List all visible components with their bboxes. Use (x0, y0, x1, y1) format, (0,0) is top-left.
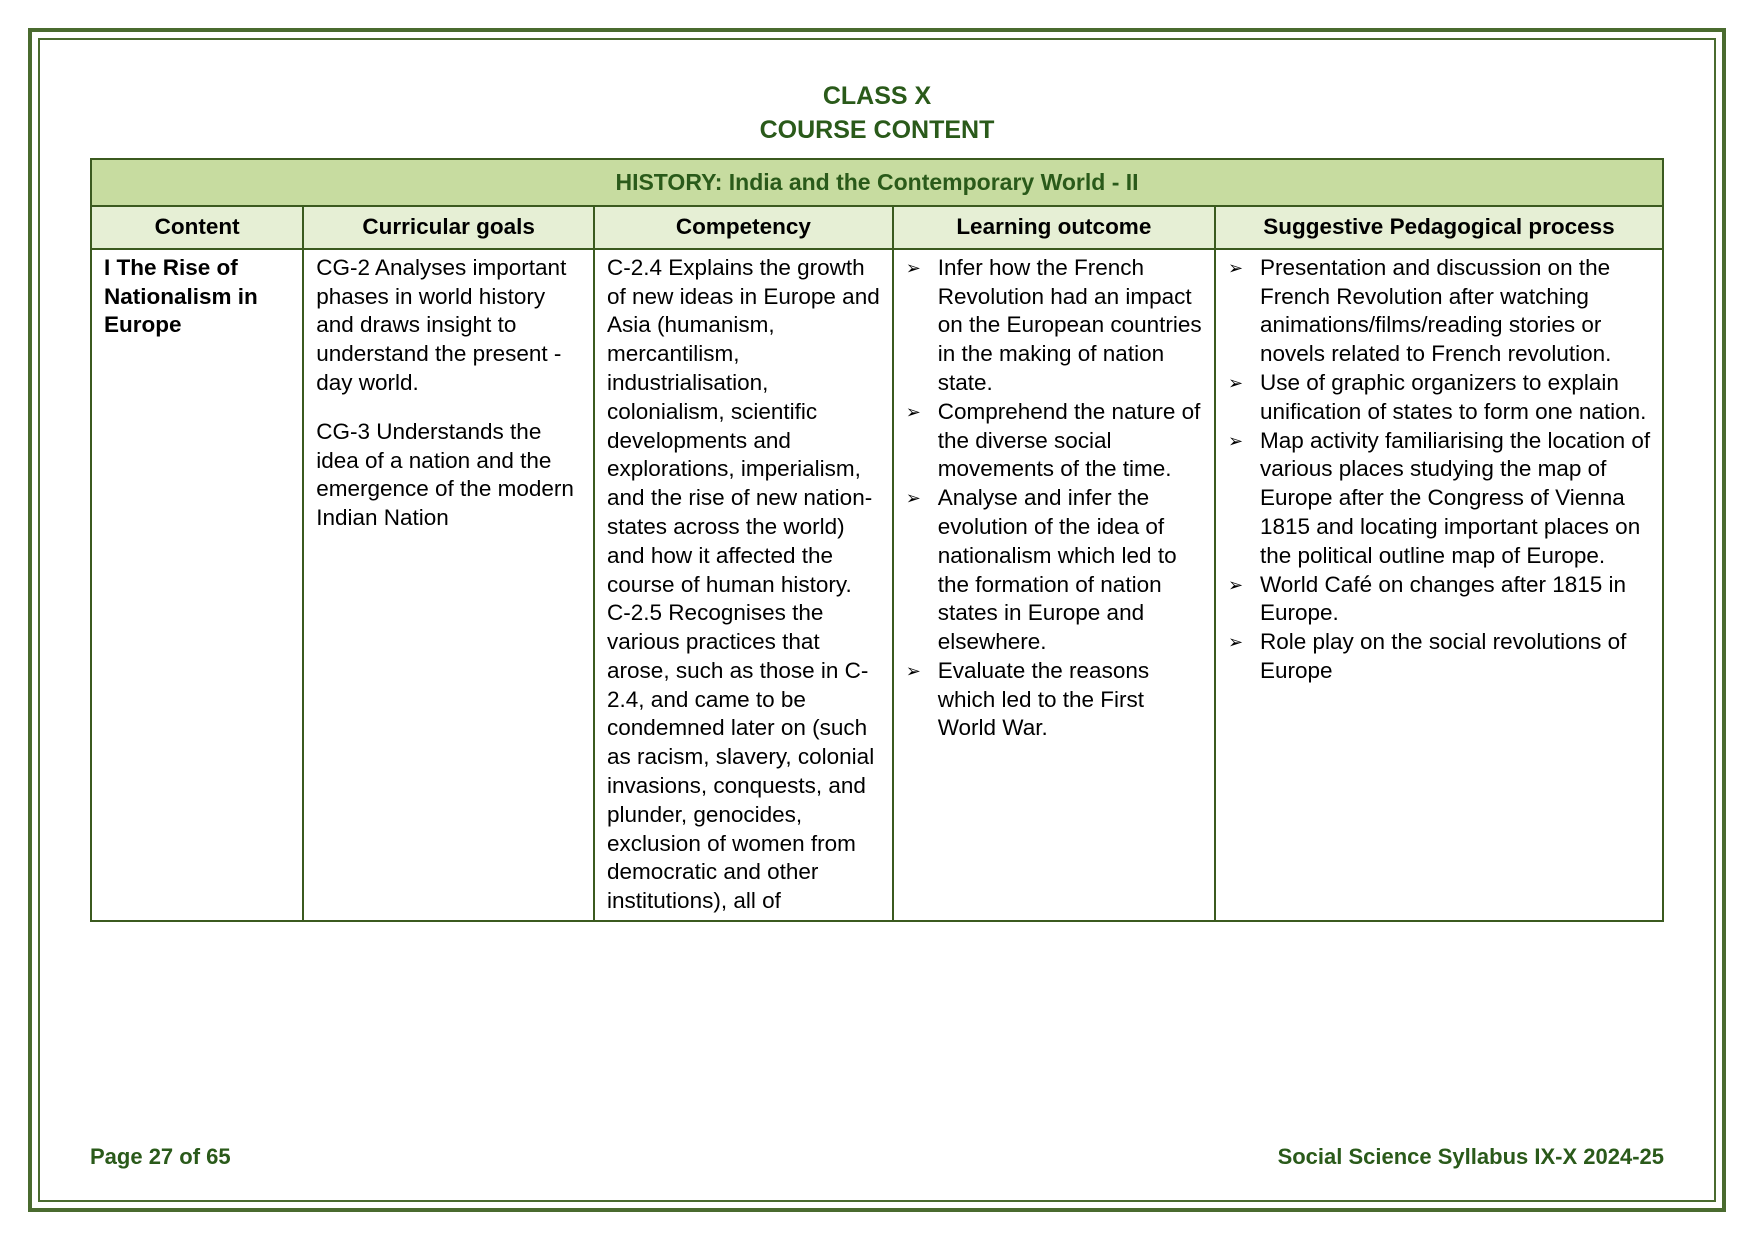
list-item: ➢ Analyse and infer the evolution of the … (906, 484, 1204, 657)
ped-text: Role play on the social revolutions of E… (1260, 629, 1626, 683)
bullet-arrow-icon: ➢ (1228, 254, 1243, 283)
bullet-arrow-icon: ➢ (906, 398, 921, 427)
list-item: ➢ Map activity familiarising the location… (1228, 427, 1652, 571)
table-section-row: HISTORY: India and the Contemporary Worl… (91, 159, 1663, 206)
section-title: HISTORY: India and the Contemporary Worl… (91, 159, 1663, 206)
bullet-arrow-icon: ➢ (1228, 427, 1243, 456)
lo-text: Analyse and infer the evolution of the i… (938, 485, 1177, 654)
page-footer: Page 27 of 65 Social Science Syllabus IX… (90, 1126, 1664, 1170)
goals-p1: CG-2 Analyses important phases in world … (316, 254, 583, 398)
learning-outcome-list: ➢ Infer how the French Revolution had an … (906, 254, 1204, 744)
list-item: ➢ Use of graphic organizers to explain un… (1228, 369, 1652, 427)
cell-goals: CG-2 Analyses important phases in world … (303, 249, 594, 921)
page-header: CLASS X COURSE CONTENT (90, 80, 1664, 148)
table-header-row: Content Curricular goals Competency Lear… (91, 206, 1663, 249)
course-content-table: HISTORY: India and the Contemporary Worl… (90, 158, 1664, 923)
lo-text: Evaluate the reasons which led to the Fi… (938, 658, 1149, 741)
bullet-arrow-icon: ➢ (906, 657, 921, 686)
cell-competency: C-2.4 Explains the growth of new ideas i… (594, 249, 893, 921)
bullet-arrow-icon: ➢ (906, 484, 921, 513)
lo-text: Comprehend the nature of the diverse soc… (938, 399, 1201, 482)
footer-doc-title: Social Science Syllabus IX-X 2024-25 (1278, 1144, 1664, 1170)
col-header-pedagogical: Suggestive Pedagogical process (1215, 206, 1663, 249)
footer-page-number: Page 27 of 65 (90, 1144, 231, 1170)
page-outer-frame: CLASS X COURSE CONTENT HISTORY: India an… (28, 28, 1726, 1212)
list-item: ➢ Role play on the social revolutions of … (1228, 628, 1652, 686)
col-header-competency: Competency (594, 206, 893, 249)
bullet-arrow-icon: ➢ (906, 254, 921, 283)
list-item: ➢ Presentation and discussion on the Fren… (1228, 254, 1652, 369)
bullet-arrow-icon: ➢ (1228, 628, 1243, 657)
ped-text: World Café on changes after 1815 in Euro… (1260, 572, 1626, 626)
list-item: ➢ Comprehend the nature of the diverse so… (906, 398, 1204, 484)
list-item: ➢ Evaluate the reasons which led to the F… (906, 657, 1204, 743)
content-title: I The Rise of Nationalism in Europe (104, 255, 258, 338)
cell-pedagogical: ➢ Presentation and discussion on the Fren… (1215, 249, 1663, 921)
ped-text: Presentation and discussion on the Frenc… (1260, 255, 1611, 366)
ped-text: Map activity familiarising the location … (1260, 428, 1650, 568)
list-item: ➢ World Café on changes after 1815 in Eur… (1228, 571, 1652, 629)
page-inner-frame: CLASS X COURSE CONTENT HISTORY: India an… (38, 38, 1716, 1202)
page-title-line-1: CLASS X (90, 80, 1664, 114)
col-header-content: Content (91, 206, 303, 249)
col-header-goals: Curricular goals (303, 206, 594, 249)
competency-text: C-2.4 Explains the growth of new ideas i… (607, 254, 882, 916)
cell-learning-outcome: ➢ Infer how the French Revolution had an … (893, 249, 1215, 921)
list-item: ➢ Infer how the French Revolution had an … (906, 254, 1204, 398)
table-row: I The Rise of Nationalism in Europe CG-2… (91, 249, 1663, 921)
pedagogical-list: ➢ Presentation and discussion on the Fren… (1228, 254, 1652, 686)
bullet-arrow-icon: ➢ (1228, 571, 1243, 600)
lo-text: Infer how the French Revolution had an i… (938, 255, 1202, 395)
bullet-arrow-icon: ➢ (1228, 369, 1243, 398)
ped-text: Use of graphic organizers to explain uni… (1260, 370, 1646, 424)
page-title-line-2: COURSE CONTENT (90, 114, 1664, 148)
col-header-learning-outcome: Learning outcome (893, 206, 1215, 249)
cell-content: I The Rise of Nationalism in Europe (91, 249, 303, 921)
goals-p2: CG-3 Understands the idea of a nation an… (316, 418, 583, 533)
